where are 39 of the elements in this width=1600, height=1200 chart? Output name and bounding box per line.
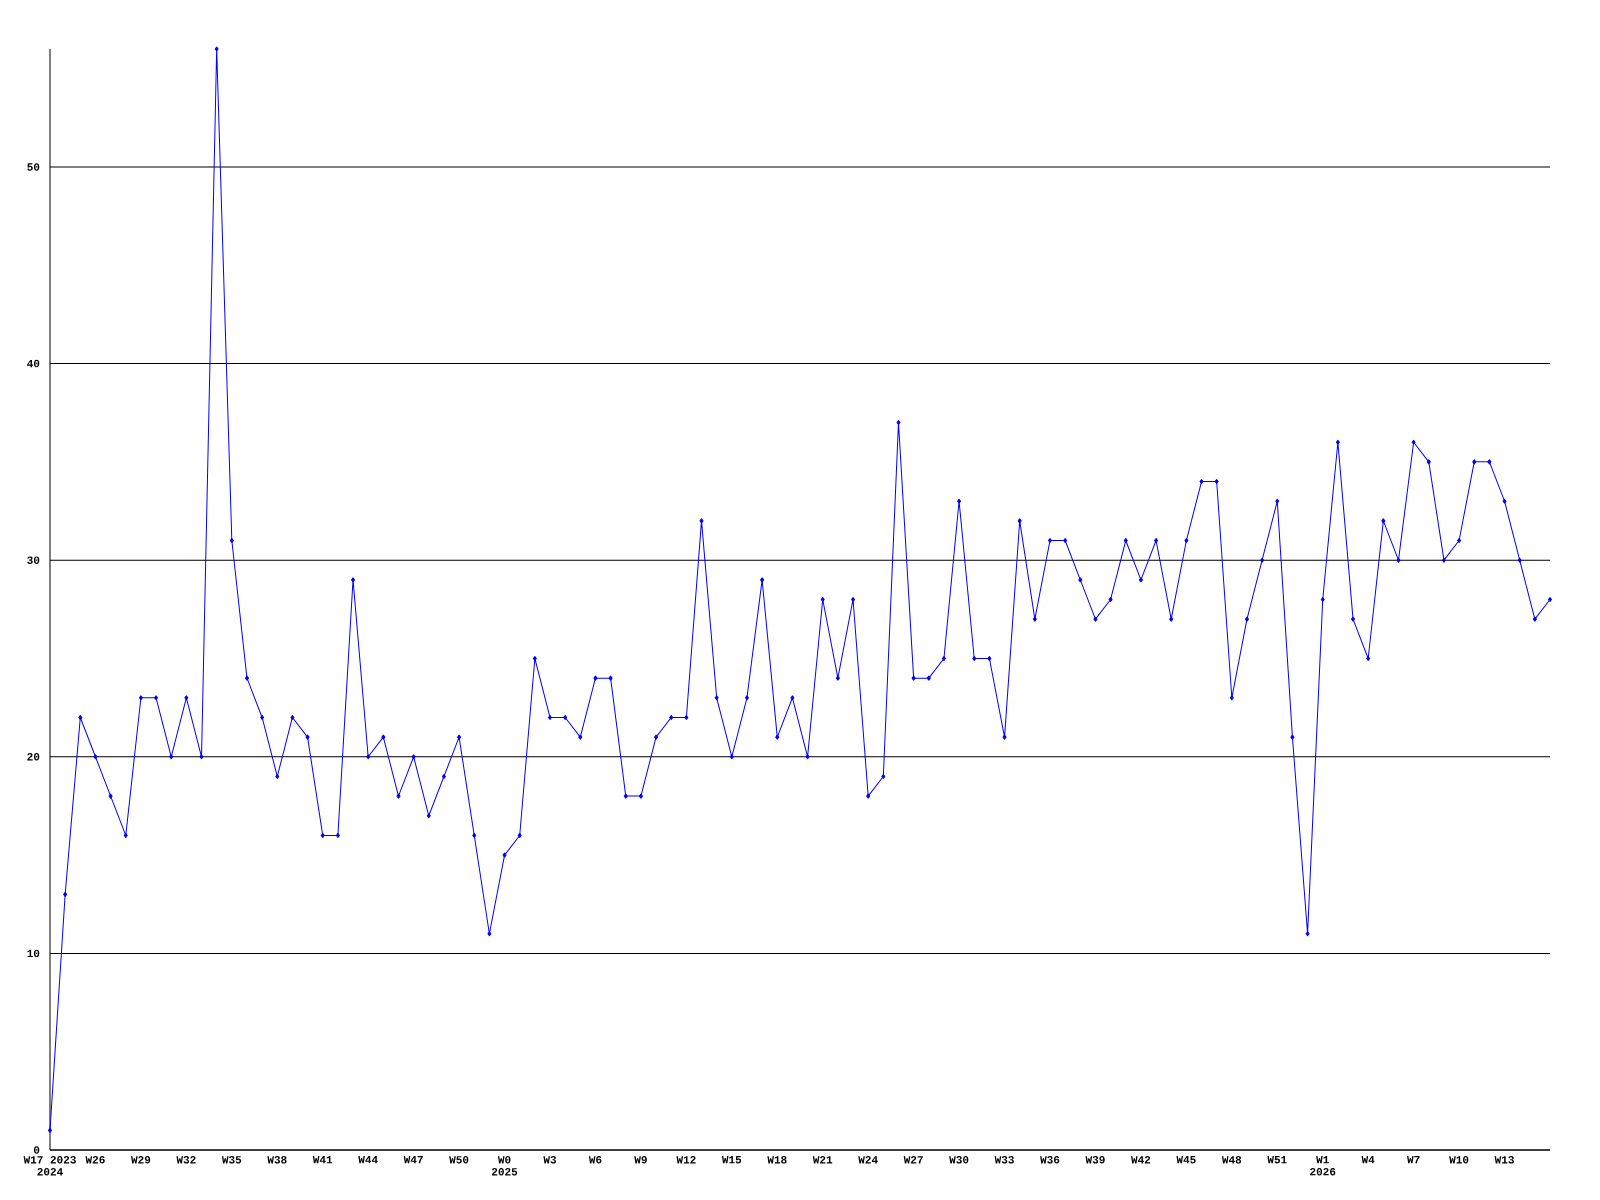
x-tick-label: W42 (1131, 1156, 1151, 1164)
x-tick-label: W0 2025 (492, 1156, 518, 1176)
x-tick-label: W3 (543, 1156, 557, 1164)
x-tick-label: W17 2023 2024 (23, 1156, 76, 1176)
x-tick-label: W50 (449, 1156, 469, 1164)
x-tick-label: W41 (312, 1156, 333, 1164)
x-tick-label: W12 (676, 1156, 696, 1164)
y-tick-label: 50 (27, 163, 40, 171)
x-tick-label: W33 (994, 1156, 1014, 1164)
x-tick-label: W30 (949, 1156, 969, 1164)
x-tick-label: W15 (721, 1156, 742, 1164)
x-tick-label: W13 (1494, 1156, 1514, 1164)
x-tick-label: W39 (1085, 1156, 1105, 1164)
y-tick-label: 0 (33, 1146, 40, 1154)
x-tick-label: W26 (85, 1156, 105, 1164)
x-tick-label: W7 (1407, 1156, 1420, 1164)
x-tick-label: W44 (358, 1156, 378, 1164)
x-tick-label: W48 (1221, 1156, 1242, 1164)
x-tick-label: W1 2026 (1310, 1156, 1336, 1176)
x-tick-label: W38 (267, 1156, 287, 1164)
x-tick-label: W45 (1176, 1156, 1196, 1164)
x-tick-label: W47 (403, 1156, 423, 1164)
x-tick-label: W21 (812, 1156, 833, 1164)
x-tick-label: W35 (221, 1156, 242, 1164)
x-tick-label: W36 (1040, 1156, 1060, 1164)
x-tick-label: W24 (858, 1156, 878, 1164)
x-tick-label: W51 (1267, 1156, 1287, 1164)
x-tick-label: W4 (1361, 1156, 1375, 1164)
y-tick-label: 40 (27, 359, 40, 368)
x-tick-label: W10 (1449, 1156, 1469, 1164)
x-tick-label: W18 (767, 1156, 787, 1164)
y-tick-label: 10 (27, 949, 40, 958)
x-tick-label: W32 (176, 1156, 196, 1164)
x-tick-label: W6 (588, 1156, 602, 1164)
y-tick-label: 30 (27, 556, 40, 564)
y-tick-label: 20 (27, 753, 40, 761)
x-tick-label: W27 (903, 1156, 923, 1164)
x-tick-label: W9 (634, 1156, 647, 1164)
x-tick-label: W29 (131, 1156, 151, 1164)
